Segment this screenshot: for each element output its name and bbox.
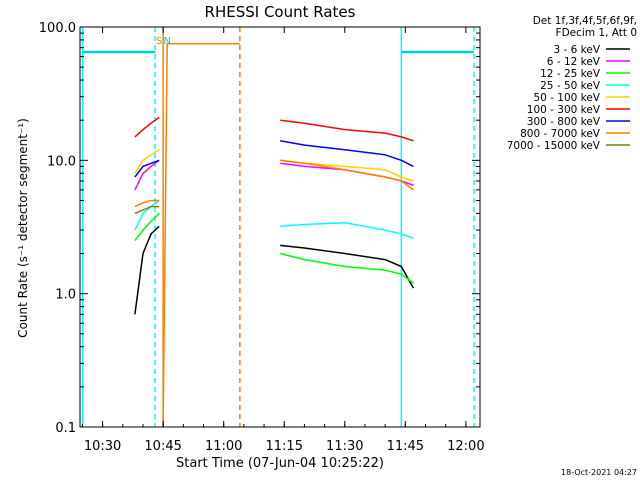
vertical-markers — [81, 27, 475, 427]
chart-title: RHESSI Count Rates — [205, 3, 356, 21]
series-0-segment-0 — [134, 225, 160, 315]
series-6-segment-0 — [134, 159, 160, 178]
series-2-segment-1 — [280, 252, 414, 284]
legend-label-5: 100 - 300 keV — [527, 104, 601, 116]
legend-label-8: 7000 - 15000 keV — [507, 140, 601, 152]
series-3-segment-1 — [280, 222, 414, 240]
x-tick-label-3: 11:15 — [266, 439, 303, 454]
x-tick-label-4: 11:30 — [326, 439, 363, 454]
series-group — [134, 42, 415, 428]
series-5-segment-1 — [280, 119, 414, 142]
legend-label-1: 6 - 12 keV — [547, 56, 601, 68]
annotation-1: N — [163, 36, 170, 47]
annotation-0: S — [156, 36, 162, 47]
series-3-segment-0 — [134, 199, 160, 231]
legend: Det 1f,3f,4f,5f,6f,9f,FDecim 1, Att 0 3 -… — [507, 15, 637, 152]
x-tick-label-5: 11:45 — [387, 439, 424, 454]
legend-label-4: 50 - 100 keV — [533, 92, 600, 104]
y-axis-label: Count Rate (s⁻¹ detector segment⁻¹) — [16, 118, 30, 338]
y-tick-label-0: 0.1 — [55, 421, 76, 436]
legend-label-0: 3 - 6 keV — [553, 44, 600, 56]
x-tick-label-1: 10:45 — [144, 439, 181, 454]
plot-frame — [79, 26, 481, 428]
x-axis-ticks: 10:30 10:45 11:00 11:15 11:30 11:45 12:00 — [81, 27, 485, 454]
legend-label-7: 800 - 7000 keV — [520, 128, 601, 140]
x-tick-label-2: 11:00 — [205, 439, 242, 454]
series-4-segment-0 — [134, 149, 160, 174]
x-axis-label: Start Time (07-Jun-04 10:25:22) — [176, 456, 384, 471]
series-7-segment-0 — [134, 199, 160, 208]
series-0-segment-1 — [280, 244, 415, 289]
y-tick-label-1: 1.0 — [55, 288, 76, 303]
series-1-segment-0 — [134, 159, 160, 191]
legend-header-0: Det 1f,3f,4f,5f,6f,9f, — [533, 15, 637, 27]
legend-label-3: 25 - 50 keV — [540, 80, 601, 92]
x-tick-label-6: 12:00 — [447, 439, 484, 454]
series-5-segment-0 — [134, 116, 160, 138]
series-7-segment-1 — [162, 42, 240, 428]
series-2-segment-0 — [134, 212, 160, 242]
x-tick-label-0: 10:30 — [84, 439, 121, 454]
y-tick-label-2: 10.0 — [47, 154, 76, 169]
series-8-segment-0 — [134, 205, 160, 215]
y-axis-ticks: 0.1 1.0 10.0 100.0 — [39, 21, 480, 436]
timestamp: 18-Oct-2021 04:27 — [561, 468, 637, 477]
y-tick-label-3: 100.0 — [39, 21, 76, 36]
legend-header-1: FDecim 1, Att 0 — [556, 27, 637, 39]
legend-label-2: 12 - 25 keV — [540, 68, 601, 80]
series-7-segment-2 — [280, 159, 414, 191]
series-6-segment-1 — [280, 140, 414, 168]
legend-label-6: 300 - 800 keV — [527, 116, 601, 128]
